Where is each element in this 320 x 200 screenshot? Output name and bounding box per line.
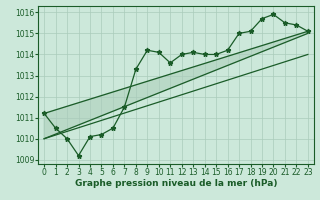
Polygon shape [44, 31, 308, 139]
X-axis label: Graphe pression niveau de la mer (hPa): Graphe pression niveau de la mer (hPa) [75, 179, 277, 188]
